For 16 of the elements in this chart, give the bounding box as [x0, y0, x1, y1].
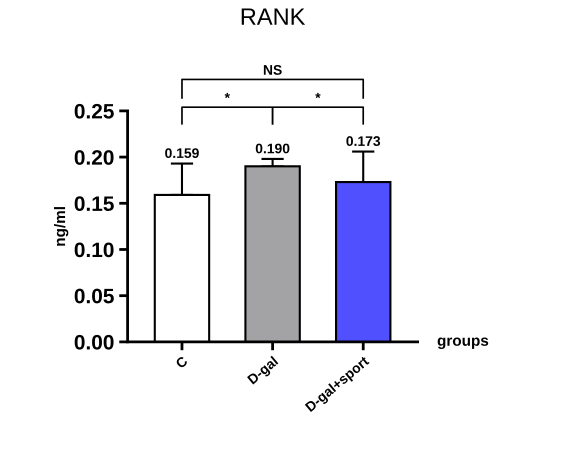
y-tick-label: 0.00: [74, 334, 114, 350]
data-label: 0.173: [346, 136, 380, 146]
y-tick-label: 0.15: [74, 196, 114, 212]
text: *: [315, 92, 321, 98]
y-tick-label: 0.05: [74, 288, 114, 304]
y-tick-label: 0.20: [74, 150, 114, 165]
chart-title: RANK: [242, 8, 306, 25]
y-axis-title: ng/ml: [54, 207, 68, 246]
y-tick-label: 0.25: [74, 104, 114, 119]
data-label: 0.159: [165, 148, 199, 158]
text: NS: [264, 65, 282, 75]
text: *: [224, 92, 230, 98]
data-label: 0.190: [256, 144, 290, 154]
x-axis-title: groups: [438, 338, 488, 349]
x-tick-label: C: [174, 356, 188, 369]
y-tick-label: 0.10: [74, 242, 114, 258]
